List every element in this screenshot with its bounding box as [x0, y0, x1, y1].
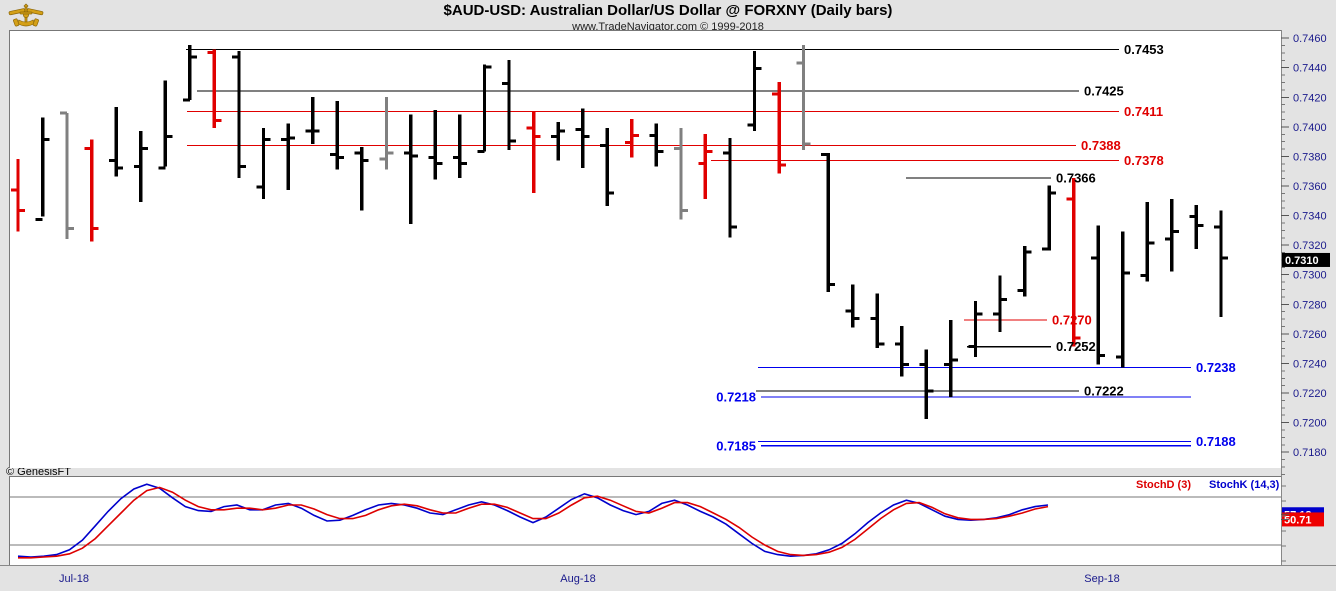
stochastic-value-markers: 57.1850.71 [1281, 485, 1324, 562]
price-axis-tick-label: 0.7260 [1293, 329, 1327, 341]
price-axis-tick-label: 0.7420 [1293, 92, 1327, 104]
price-axis-tick-label: 0.7300 [1293, 270, 1327, 282]
price-axis-tick-label: 0.7220 [1293, 388, 1327, 400]
stochastic-gridlines [10, 496, 1281, 546]
price-axis-tick-label: 0.7280 [1293, 299, 1327, 311]
price-axis-tick-label: 0.7240 [1293, 358, 1327, 370]
price-axis-tick-label: 0.7400 [1293, 122, 1327, 134]
stochastic-lines [17, 483, 1049, 559]
genesis-watermark: © GenesisFT [6, 466, 71, 478]
price-level-label: 0.7238 [1196, 360, 1236, 375]
price-level-label: 0.7411 [1124, 104, 1163, 119]
current-price-value: 0.7310 [1285, 255, 1319, 267]
price-level-label: 0.7222 [1084, 384, 1124, 399]
genesis-anchor-logo [8, 3, 44, 27]
price-level-lines [186, 48, 1191, 447]
price-axis-tick-label: 0.7440 [1293, 63, 1327, 75]
date-axis-tick-label: Aug-18 [560, 573, 595, 585]
price-axis-tick-label: 0.7200 [1293, 418, 1327, 430]
price-level-label: 0.7378 [1124, 153, 1164, 168]
price-axis-ticks [1281, 37, 1289, 475]
stoch-d-legend: StochD (3) [1136, 479, 1191, 491]
stoch-d-value: 50.71 [1284, 514, 1312, 526]
price-level-label: 0.7188 [1196, 434, 1236, 449]
date-axis-band [0, 565, 1336, 591]
current-price-marker: 0.7310 [1282, 252, 1330, 267]
price-level-label: 0.7388 [1081, 138, 1121, 153]
price-level-label: 0.7270 [1052, 313, 1092, 328]
price-level-label: 0.7453 [1124, 42, 1164, 57]
price-axis-labels: 0.7460 0.7440 0.7420 0.7400 0.7380 0.7360 0.73… [1293, 33, 1327, 459]
price-level-label: 0.7366 [1056, 171, 1096, 186]
pane-separator [0, 468, 1336, 476]
price-level-label: 0.7185 [716, 438, 756, 453]
ohlc-bars [11, 45, 1228, 420]
stochastic-canvas[interactable]: StochD (3) StochK (14,3) [10, 477, 1281, 565]
price-axis-tick-label: 0.7180 [1293, 447, 1327, 459]
price-axis-tick-label: 0.7320 [1293, 240, 1327, 252]
price-axis[interactable]: 0.7460 0.7440 0.7420 0.7400 0.7380 0.7360 0.73… [1281, 30, 1336, 565]
date-axis[interactable]: Jul-18 Aug-18 Sep-18 [0, 565, 1336, 591]
price-level-label: 0.7425 [1084, 83, 1124, 98]
stochastic-pane[interactable]: StochD (3) StochK (14,3) [9, 476, 1281, 565]
date-axis-labels: Jul-18 Aug-18 Sep-18 [59, 573, 1120, 585]
price-axis-tick-label: 0.7380 [1293, 151, 1327, 163]
stoch-k-legend: StochK (14,3) [1209, 479, 1280, 491]
price-pane[interactable]: 0.7453 0.7425 0.7411 0.7388 0.7378 0.7366 0.72… [9, 30, 1281, 468]
date-axis-tick-label: Sep-18 [1084, 573, 1119, 585]
price-axis-tick-label: 0.7360 [1293, 181, 1327, 193]
price-level-label: 0.7252 [1056, 339, 1096, 354]
price-axis-band [1281, 30, 1336, 565]
page-title: $AUD-USD: Australian Dollar/US Dollar @ … [443, 2, 893, 19]
price-axis-tick-label: 0.7460 [1293, 33, 1327, 45]
price-level-label: 0.7218 [716, 390, 756, 405]
chart-header: $AUD-USD: Australian Dollar/US Dollar @ … [0, 0, 1336, 33]
price-axis-tick-label: 0.7340 [1293, 211, 1327, 223]
date-axis-tick-label: Jul-18 [59, 573, 89, 585]
